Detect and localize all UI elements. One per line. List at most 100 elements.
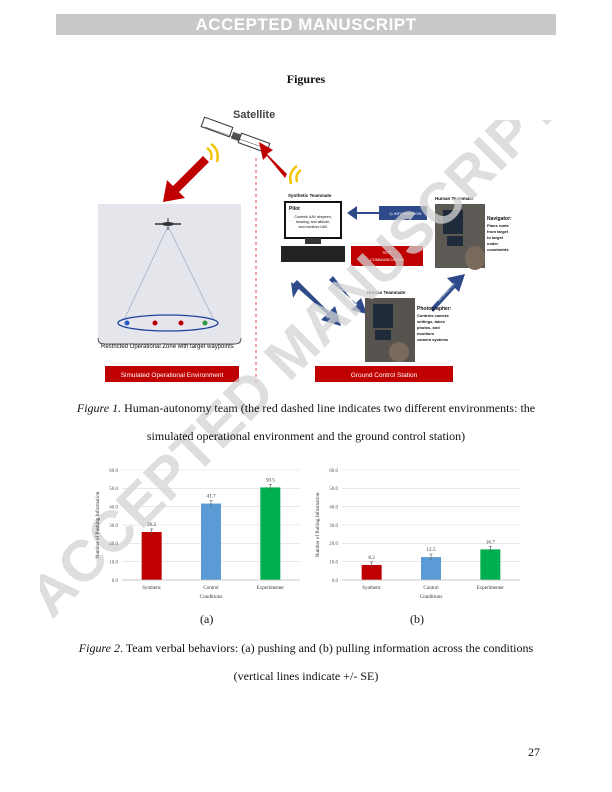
waypoint-marker (152, 320, 158, 326)
arrow-left-label: 2) INFORMATION (306, 298, 330, 320)
navigator-desc-line: from target (487, 229, 509, 234)
figure2-caption-label: Figure 2 (78, 641, 121, 655)
y-tick-label: 40.0 (329, 505, 338, 510)
navigator-desc-line: under (487, 241, 499, 246)
pilot-title: Pilot (289, 206, 300, 212)
sim-env-label: Simulated Operational Environment (121, 372, 224, 379)
x-tick-label: Control (203, 586, 219, 591)
gcs-label: Ground Control Station (351, 372, 418, 379)
figure2-caption: Figure 2. Team verbal behaviors: (a) pus… (60, 634, 552, 690)
figure1-caption-label: Figure 1. (76, 401, 122, 415)
figures-heading: Figures (286, 72, 326, 86)
target-zone-ellipse (117, 314, 219, 332)
bar (361, 564, 382, 580)
y-tick-label: 0.0 (112, 579, 119, 584)
satellite-label: Satellite (233, 109, 275, 121)
info-arrow-4 (431, 274, 465, 312)
human-teammate-bottom-label: Human Teammate (367, 290, 406, 295)
satellite-icon (200, 116, 271, 154)
signal-icon-left (206, 142, 219, 163)
photographer-title: Photographer: (417, 306, 452, 312)
uav-icon (155, 218, 181, 230)
x-tick-label: Synthetic (142, 586, 162, 591)
data-label: 12.5 (426, 547, 435, 553)
navigator-desc-line: to target (487, 235, 504, 240)
navigator-desc-line: Plans route (487, 223, 510, 228)
photographer-desc-line: photos, and (417, 325, 440, 330)
info-arrow-1 (349, 206, 427, 220)
y-tick-label: 20.0 (329, 542, 338, 547)
photographer-desc-line: Controls camera (417, 313, 449, 318)
photographer-desc-line: camera systems (417, 337, 449, 342)
data-label: 26.2 (147, 522, 156, 528)
data-label: 50.5 (266, 477, 275, 483)
info-arrow-2 (293, 280, 341, 326)
photographer-desc-line: monitors (417, 331, 435, 336)
bar (421, 557, 441, 580)
waypoint-marker (124, 320, 130, 326)
bar (260, 487, 281, 580)
restricted-zone-label: Restricted Operational Zone with target … (101, 344, 234, 350)
y-tick-label: 10.0 (109, 560, 118, 565)
text-comm-line: COMMUNICATION (370, 257, 404, 262)
pushing-information-chart: Number of Pushing Information 0.0 10.0 20.0… (94, 469, 300, 600)
y-tick-label: 60.0 (329, 469, 338, 474)
arrow-mid-label: 3) INFORMATION (334, 286, 358, 308)
figure1-caption-text: Human-autonomy team (the red dashed line… (121, 401, 536, 415)
pulling-information-chart: Number of Pulling Information 0.0 10.0 20.0… (314, 469, 520, 600)
page-number: 27 (528, 745, 540, 759)
text-comm-line: TEXT (382, 250, 393, 255)
synthetic-teammate-label: Synthetic Teammate (288, 193, 332, 198)
subfigure-b-label: (b) (410, 612, 424, 626)
accepted-manuscript-banner: ACCEPTED MANUSCRIPT (56, 14, 556, 35)
waypoint-marker (178, 320, 184, 326)
y-tick-label: 30.0 (329, 524, 338, 529)
x-tick-label: Control (423, 586, 439, 591)
figure2-caption-line2: (vertical lines indicate +/- SE) (233, 669, 379, 683)
pilot-desc-line: heading, and altitude, (296, 220, 330, 224)
figure2-caption-text: . Team verbal behaviors: (a) pushing and… (120, 641, 534, 655)
y-axis-label: Number of Pulling Information (314, 492, 321, 557)
x-axis-label: Conditions (200, 594, 223, 600)
y-tick-label: 50.0 (329, 487, 338, 492)
bar (480, 549, 501, 580)
data-label: 8.2 (368, 555, 375, 561)
simulated-environment-panel (98, 204, 241, 344)
info-arrow-3 (329, 276, 367, 314)
figure1-diagram: Satellite Restricted Operational Zone wi… (97, 109, 512, 383)
y-tick-label: 0.0 (332, 579, 339, 584)
x-tick-label: Experimenter (257, 586, 285, 591)
arrow-right-label: INFORMATION (437, 282, 457, 303)
figure1-caption: Figure 1. Human-autonomy team (the red d… (60, 394, 552, 450)
y-tick-label: 20.0 (109, 542, 118, 547)
pilot-desc-line: Controls UAV airspeed, (294, 215, 331, 219)
x-tick-label: Synthetic (362, 586, 382, 591)
text-communication-box (351, 246, 423, 266)
ground-control-station-banner (315, 366, 453, 382)
y-tick-label: 60.0 (109, 469, 118, 474)
keyboard-icon (281, 246, 345, 262)
navigator-title: Navigator: (487, 216, 512, 222)
data-label: 16.7 (486, 539, 495, 545)
y-axis-label: Number of Pushing Information (94, 491, 101, 558)
x-tick-label: Experimenter (477, 586, 505, 591)
pilot-desc-line: and monitors UAV (299, 225, 328, 229)
subfigure-a-label: (a) (200, 612, 214, 626)
uplink-arrow-icon (259, 142, 287, 178)
waypoint-marker (202, 320, 208, 326)
figure1-caption-line2: simulated operational environment and th… (146, 429, 466, 443)
bar (201, 503, 221, 580)
x-axis-label: Conditions (420, 594, 443, 600)
signal-icon-right (289, 164, 302, 185)
y-tick-label: 10.0 (329, 560, 338, 565)
y-tick-label: 50.0 (109, 487, 118, 492)
simulated-environment-banner (105, 366, 239, 382)
y-tick-label: 40.0 (109, 505, 118, 510)
data-label: 41.7 (206, 494, 215, 500)
y-tick-label: 30.0 (109, 524, 118, 529)
information-label: 1) INFORMATION (389, 211, 421, 216)
human-teammate-top-label: Human Teammate (435, 196, 474, 201)
bar (141, 531, 162, 580)
navigator-desc-line: constraints (487, 247, 509, 252)
photographer-desc-line: settings, takes (417, 319, 446, 324)
